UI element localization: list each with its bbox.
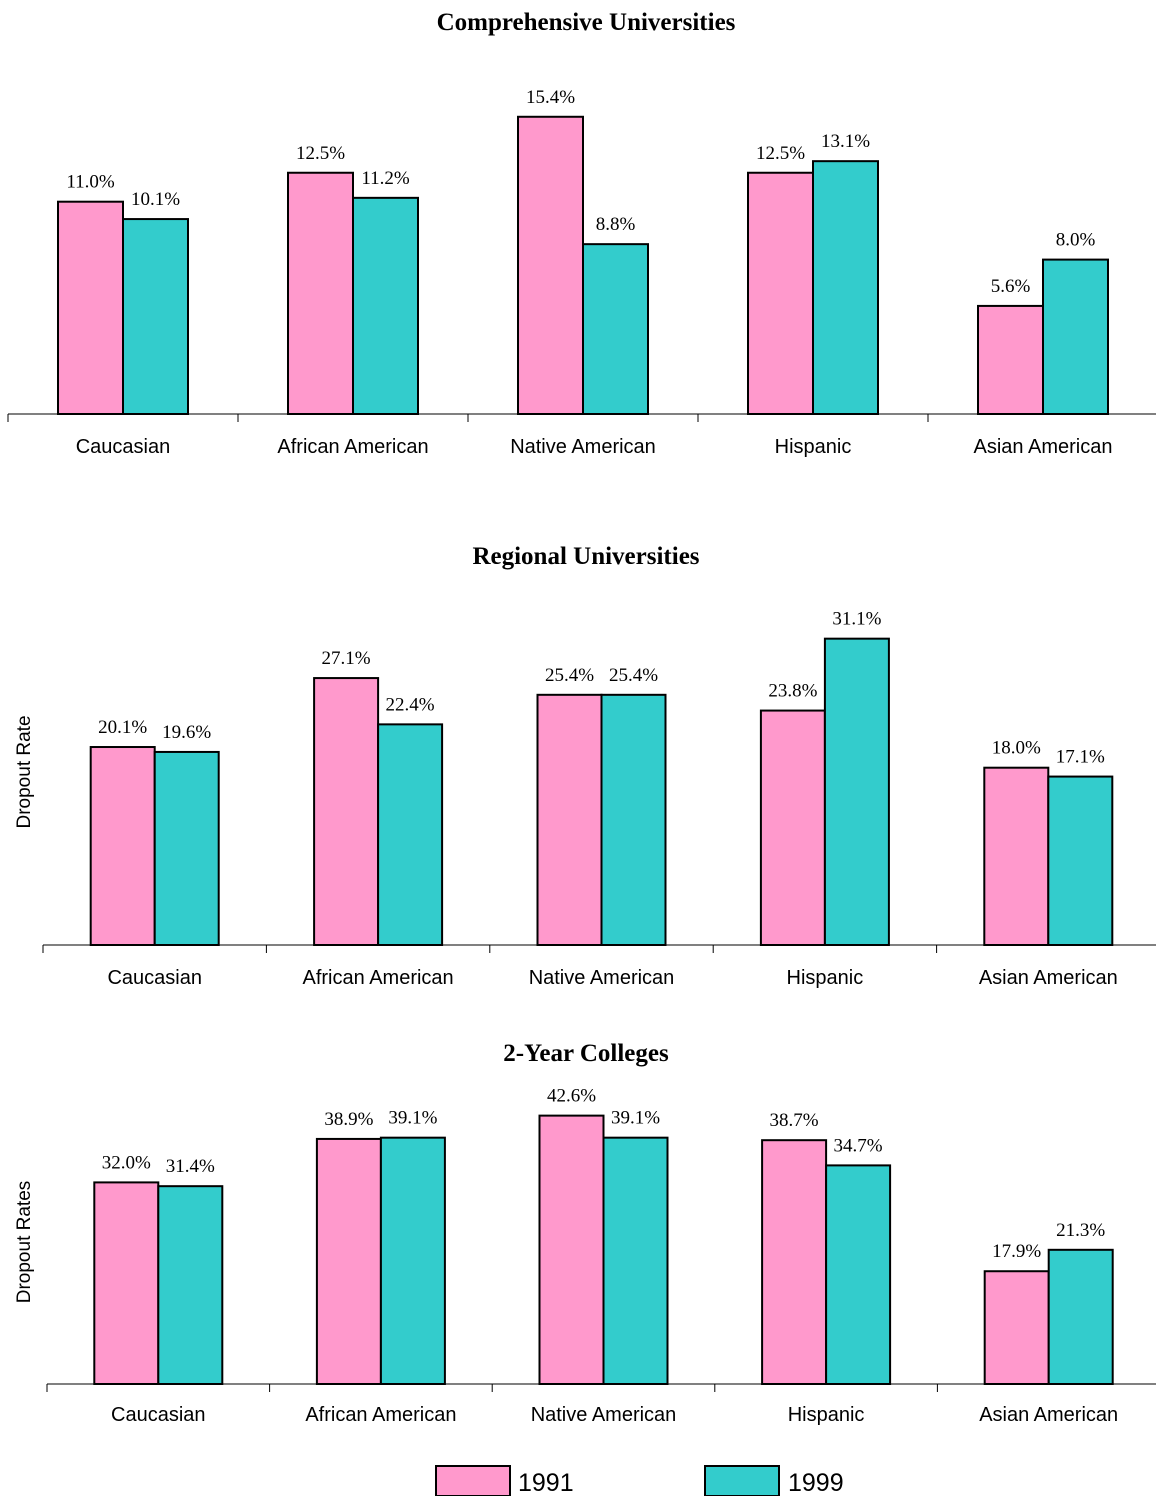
bar-1991 <box>315 1137 382 1386</box>
bar-1999 <box>1042 258 1109 415</box>
bar-1999 <box>582 243 649 415</box>
chart-title: Regional Universities <box>472 543 699 570</box>
data-label: 15.4% <box>526 87 575 108</box>
category-label: Hispanic <box>788 1404 865 1426</box>
data-label: 13.1% <box>821 131 870 152</box>
data-label: 20.1% <box>98 717 147 738</box>
bar-1991 <box>89 746 156 947</box>
bar-1999 <box>823 637 890 946</box>
data-label: 5.6% <box>991 276 1031 297</box>
bar-1991 <box>983 1270 1050 1385</box>
data-label: 21.3% <box>1056 1220 1105 1241</box>
bar-1999 <box>825 1164 892 1386</box>
category-label: Asian American <box>979 967 1118 989</box>
data-label: 8.0% <box>1056 230 1096 251</box>
category-label: Caucasian <box>76 436 171 458</box>
bar-1999 <box>1047 1248 1114 1386</box>
chart-title: Comprehensive Universities <box>437 9 736 36</box>
data-label: 34.7% <box>834 1135 883 1156</box>
category-label: Native American <box>531 1404 677 1426</box>
bar-1999 <box>1047 775 1114 946</box>
y-axis-label: Dropout Rates <box>14 1181 35 1304</box>
bar-1991 <box>313 677 380 946</box>
data-label: 12.5% <box>756 143 805 164</box>
data-label: 8.8% <box>596 214 636 235</box>
category-label: Caucasian <box>107 967 202 989</box>
legend-swatch-1999 <box>704 1465 780 1496</box>
bar-1999 <box>153 750 220 946</box>
category-label: Hispanic <box>787 967 864 989</box>
bar-1991 <box>747 171 814 415</box>
bar-1991 <box>93 1181 160 1386</box>
bar-1991 <box>977 304 1044 416</box>
bar-1999 <box>602 1136 669 1386</box>
bar-1999 <box>812 160 879 415</box>
bar-1991 <box>983 766 1050 947</box>
bar-1991 <box>759 709 826 946</box>
data-label: 11.2% <box>361 168 410 189</box>
data-label: 31.1% <box>832 609 881 630</box>
data-label: 42.6% <box>547 1086 596 1107</box>
bar-1991 <box>287 171 354 415</box>
legend-label-1999: 1999 <box>788 1469 844 1496</box>
data-label: 10.1% <box>131 189 180 210</box>
chart-title: 2-Year Colleges <box>503 1040 669 1067</box>
data-label: 27.1% <box>322 648 371 669</box>
y-axis-label: Dropout Rate <box>14 715 35 828</box>
bar-1999 <box>352 196 419 415</box>
bar-1991 <box>536 693 603 946</box>
category-label: African American <box>277 436 428 458</box>
data-label: 12.5% <box>296 143 345 164</box>
legend-label-1991: 1991 <box>518 1469 574 1496</box>
bar-1991 <box>761 1139 828 1385</box>
bar-1999 <box>600 693 667 946</box>
category-label: Caucasian <box>111 1404 206 1426</box>
bar-1999 <box>377 723 444 946</box>
bar-1999 <box>122 218 189 415</box>
data-label: 32.0% <box>102 1152 151 1173</box>
data-label: 39.1% <box>611 1108 660 1129</box>
category-label: Asian American <box>974 436 1113 458</box>
data-label: 18.0% <box>992 738 1041 759</box>
data-label: 38.7% <box>770 1110 819 1131</box>
data-label: 25.4% <box>609 665 658 686</box>
bar-1999 <box>157 1185 224 1386</box>
category-label: African American <box>303 967 454 989</box>
legend-swatch-1991 <box>435 1465 511 1496</box>
bar-1991 <box>538 1114 605 1385</box>
data-label: 17.1% <box>1056 747 1105 768</box>
data-label: 31.4% <box>166 1156 215 1177</box>
data-label: 25.4% <box>545 665 594 686</box>
data-label: 22.4% <box>386 694 435 715</box>
category-label: Hispanic <box>775 436 852 458</box>
category-label: Native American <box>529 967 675 989</box>
category-label: Asian American <box>979 1404 1118 1426</box>
bar-1999 <box>379 1136 446 1386</box>
data-label: 38.9% <box>324 1109 373 1130</box>
data-label: 11.0% <box>66 172 115 193</box>
data-label: 17.9% <box>992 1241 1041 1262</box>
bar-1991 <box>57 200 124 415</box>
data-label: 39.1% <box>388 1108 437 1129</box>
category-label: African American <box>305 1404 456 1426</box>
category-label: Native American <box>510 436 656 458</box>
data-label: 23.8% <box>768 681 817 702</box>
data-label: 19.6% <box>162 722 211 743</box>
bar-1991 <box>517 115 584 415</box>
